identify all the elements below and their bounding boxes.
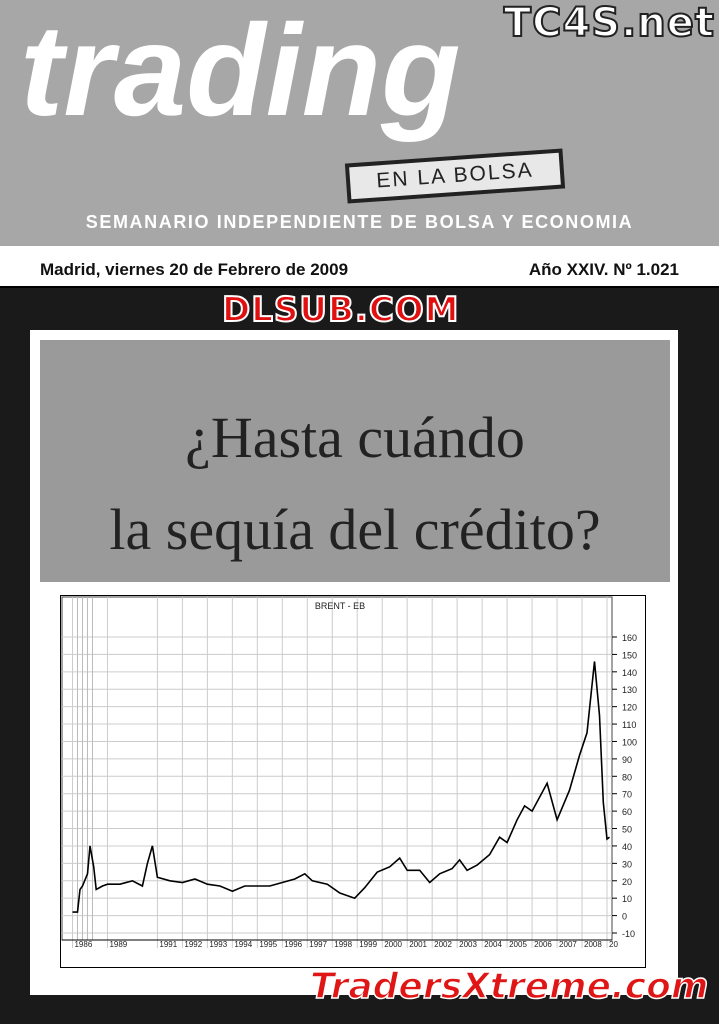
dateline: Madrid, viernes 20 de Febrero de 2009 Añ… (0, 246, 719, 288)
x-tick-label: 1999 (359, 940, 377, 949)
x-tick-label: 20 (609, 940, 618, 949)
masthead: trading TC4S.net EN LA BOLSA SEMANARIO I… (0, 0, 719, 246)
y-tick-label: 140 (622, 668, 637, 678)
x-tick-label: 2000 (384, 940, 402, 949)
x-tick-label: 1992 (184, 940, 202, 949)
y-tick-label: 130 (622, 685, 637, 695)
x-tick-label: 1997 (309, 940, 327, 949)
y-tick-label: 0 (622, 912, 627, 922)
y-tick-label: 40 (622, 842, 632, 852)
tradersxtreme-watermark: TradersXtreme.com (309, 965, 709, 1008)
x-tick-label: 1993 (209, 940, 227, 949)
y-tick-label: 50 (622, 825, 632, 835)
x-tick-label: 2008 (584, 940, 602, 949)
y-tick-label: 100 (622, 737, 637, 747)
y-tick-label: 10 (622, 894, 632, 904)
x-tick-label: 1994 (234, 940, 252, 949)
y-tick-label: 60 (622, 807, 632, 817)
brent-chart: -10 0 10 20 30 40 50 60 70 80 90 100 110 120 130 140 150… (60, 595, 646, 968)
y-tick-label: -10 (622, 929, 635, 939)
issue-date: Madrid, viernes 20 de Febrero de 2009 (40, 260, 349, 279)
x-tick-label: 2007 (559, 940, 577, 949)
masthead-subtitle: SEMANARIO INDEPENDIENTE DE BOLSA Y ECONO… (85, 212, 634, 232)
x-tick-label: 1998 (334, 940, 352, 949)
x-tick-label: 2001 (409, 940, 427, 949)
y-tick-label: 160 (622, 633, 637, 643)
issue-number: Año XXIV. Nº 1.021 (528, 260, 679, 279)
y-tick-label: 80 (622, 772, 632, 782)
x-tick-label: 1986 (74, 940, 92, 949)
x-tick-label: 2002 (434, 940, 452, 949)
chart-frame (60, 595, 646, 968)
dlsub-watermark: DLSUB.COM (221, 289, 460, 331)
x-tick-label: 1995 (259, 940, 277, 949)
y-tick-label: 150 (622, 650, 637, 660)
x-tick-label: 2003 (459, 940, 477, 949)
masthead-title: trading (20, 0, 461, 143)
x-tick-label: 2005 (509, 940, 527, 949)
tc4s-watermark-logo: TC4S.net (503, 0, 715, 47)
headline-line-2: la sequía del crédito? (109, 497, 601, 562)
y-tick-label: 30 (622, 859, 632, 869)
x-tick-label: 2004 (484, 940, 502, 949)
chart-title: BRENT - EB (315, 601, 365, 611)
y-tick-label: 70 (622, 790, 632, 800)
y-tick-label: 20 (622, 877, 632, 887)
en-la-bolsa-badge: EN LA BOLSA (344, 148, 566, 204)
badge-text: EN LA BOLSA (349, 152, 561, 200)
headline-box: ¿Hasta cuándo la sequía del crédito? (40, 340, 670, 582)
x-tick-label: 2006 (534, 940, 552, 949)
y-tick-label: 110 (622, 720, 636, 730)
x-tick-label: 1996 (284, 940, 302, 949)
y-tick-label: 120 (622, 703, 637, 713)
headline: ¿Hasta cuándo la sequía del crédito? (40, 392, 670, 576)
brent-price-line (72, 661, 610, 913)
x-tick-label: 1989 (109, 940, 127, 949)
y-tick-label: 90 (622, 755, 632, 765)
x-tick-label: 1991 (159, 940, 177, 949)
headline-line-1: ¿Hasta cuándo (185, 405, 525, 470)
